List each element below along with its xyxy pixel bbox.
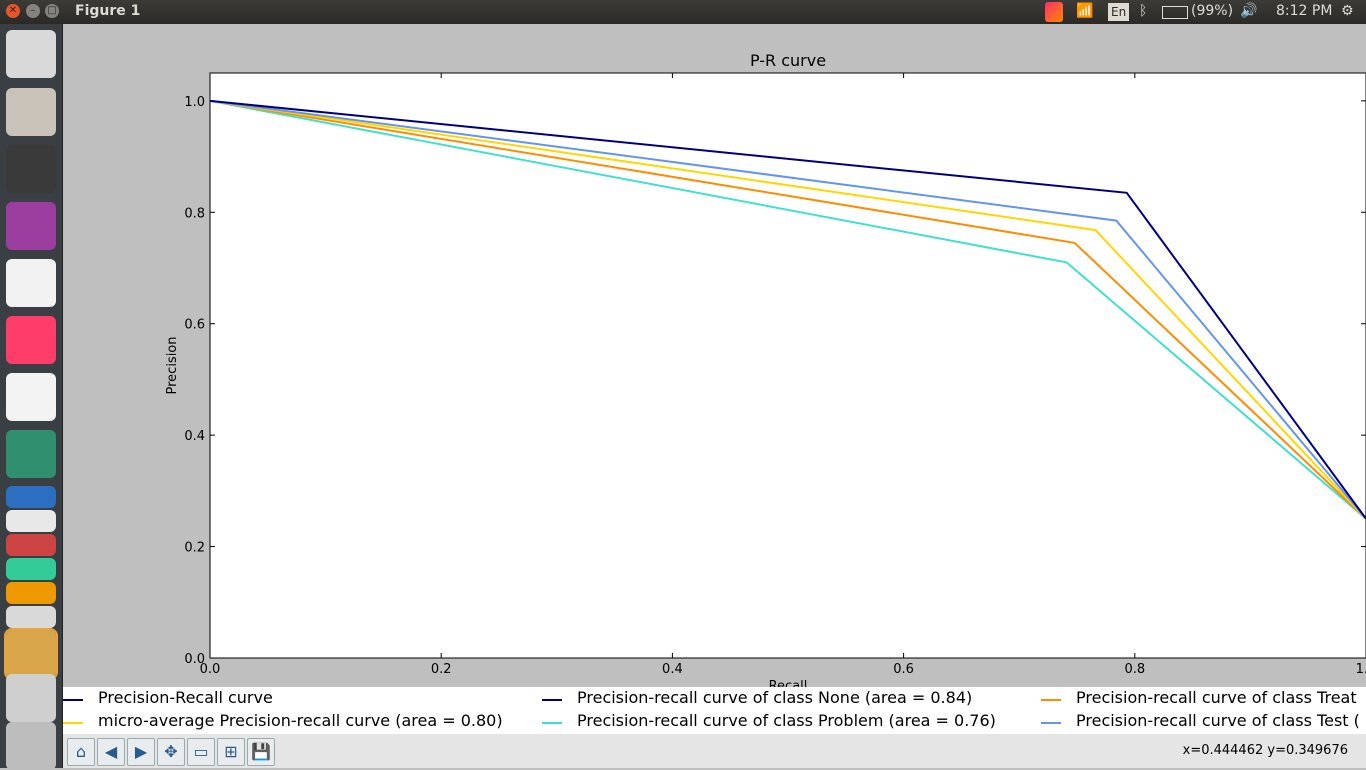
libreoffice-calc-icon[interactable]	[6, 558, 56, 580]
legend: Precision-Recall curve Precision-recall c…	[63, 687, 1366, 734]
chart-title: P-R curve	[750, 51, 826, 70]
y-axis-label: Precision	[165, 336, 180, 394]
terminal-icon[interactable]	[6, 145, 56, 193]
files-icon[interactable]	[6, 88, 56, 136]
jetbrains-tray-icon[interactable]	[1045, 2, 1063, 22]
battery-percent: (99%)	[1191, 3, 1234, 19]
legend-label: Precision-recall curve of class Test (	[1076, 711, 1360, 730]
vlc-icon[interactable]	[6, 373, 56, 421]
chrome-icon[interactable]	[6, 259, 56, 307]
gear-icon[interactable]: ⚙	[1341, 3, 1354, 19]
minimize-icon[interactable]: –	[26, 4, 40, 18]
top-panel: ✕ – □ Figure 1 📶 En ᛒ (99%) 🔊 8:12 PM ⚙	[0, 0, 1366, 24]
series-line-4	[210, 99, 1366, 520]
wifi-icon[interactable]: 📶	[1076, 3, 1094, 19]
navigation-toolbar: x=0.444462 y=0.349676 ⌂ ◀ ▶ ✥ ▭ ⊞ 💾	[63, 734, 1366, 768]
y-tick-label: 0.4	[184, 429, 205, 444]
bluetooth-icon[interactable]: ᛒ	[1139, 3, 1148, 19]
save-icon[interactable]: 💾	[247, 738, 275, 766]
x-tick-label: 1.0	[1356, 662, 1366, 677]
ubuntu-dash-icon[interactable]	[6, 30, 56, 78]
back-icon[interactable]: ◀	[97, 738, 125, 766]
legend-swatch	[63, 699, 83, 701]
keyboard-layout-indicator[interactable]: En	[1108, 3, 1130, 21]
maximize-icon[interactable]: □	[45, 4, 59, 18]
x-tick-label: 0.8	[1124, 662, 1145, 677]
series-line-5	[210, 99, 1366, 520]
amazon-icon[interactable]	[6, 582, 56, 604]
x-tick-label: 0.2	[431, 662, 452, 677]
libreoffice-writer-icon[interactable]	[6, 510, 56, 532]
x-tick-label: 0.0	[200, 662, 221, 677]
legend-label: Precision-recall curve of class Problem …	[577, 711, 996, 730]
libreoffice-impress-icon[interactable]	[6, 534, 56, 556]
legend-label: Precision-Recall curve	[98, 688, 273, 707]
y-tick-label: 0.8	[184, 206, 205, 221]
legend-swatch	[542, 699, 562, 701]
legend-swatch	[1041, 699, 1061, 701]
subplots-icon[interactable]: ⊞	[217, 738, 245, 766]
window-title: Figure 1	[75, 3, 141, 19]
volume-icon[interactable]: 🔊	[1240, 3, 1258, 19]
home-icon[interactable]: ⌂	[67, 738, 95, 766]
oscilloscope-app-icon[interactable]	[4, 628, 58, 680]
legend-swatch	[1041, 722, 1061, 724]
plot-svg: 0.0 0.2 0.4 0.6 0.8 1.0 0.0 0.2 0.4 0.6 0.8 1.0 P-R …	[165, 51, 1366, 687]
atom-icon[interactable]	[6, 430, 56, 478]
y-tick-label: 0.6	[184, 318, 205, 333]
launcher	[0, 24, 63, 770]
close-icon[interactable]: ✕	[6, 4, 20, 18]
plot-area	[209, 72, 1366, 659]
series-line-2	[210, 99, 1366, 520]
forward-icon[interactable]: ▶	[127, 738, 155, 766]
battery-icon[interactable]	[1162, 6, 1188, 19]
y-tick-label: 0.2	[184, 541, 205, 556]
jetbrains-toolbox-icon[interactable]	[6, 316, 56, 364]
legend-label: Precision-recall curve of class Treat	[1076, 688, 1357, 707]
legend-label: micro-average Precision-recall curve (ar…	[98, 711, 503, 730]
y-tick-label: 0.0	[184, 652, 205, 667]
x-axis-label: Recall	[769, 679, 808, 687]
series-line-3	[210, 99, 1366, 520]
x-tick-label: 0.6	[893, 662, 914, 677]
clock[interactable]: 8:12 PM	[1276, 3, 1333, 19]
app-purple-icon[interactable]	[6, 202, 56, 250]
legend-label: Precision-recall curve of class None (ar…	[577, 688, 973, 707]
y-tick-label: 1.0	[184, 95, 205, 110]
cursor-coordinates: x=0.444462 y=0.349676	[1182, 743, 1348, 758]
firefox-icon[interactable]	[6, 486, 56, 508]
trash-icon[interactable]	[6, 722, 56, 770]
zoom-rect-icon[interactable]: ▭	[187, 738, 215, 766]
system-settings-icon[interactable]	[6, 606, 56, 628]
legend-swatch	[542, 722, 562, 724]
figure-canvas: 0.0 0.2 0.4 0.6 0.8 1.0 0.0 0.2 0.4 0.6 0.8 1.0 P-R …	[63, 24, 1366, 768]
series-line-1	[210, 99, 1366, 520]
legend-swatch	[63, 722, 83, 724]
workspace-switcher-icon[interactable]	[6, 674, 56, 722]
pan-icon[interactable]: ✥	[157, 738, 185, 766]
x-tick-label: 0.4	[662, 662, 683, 677]
